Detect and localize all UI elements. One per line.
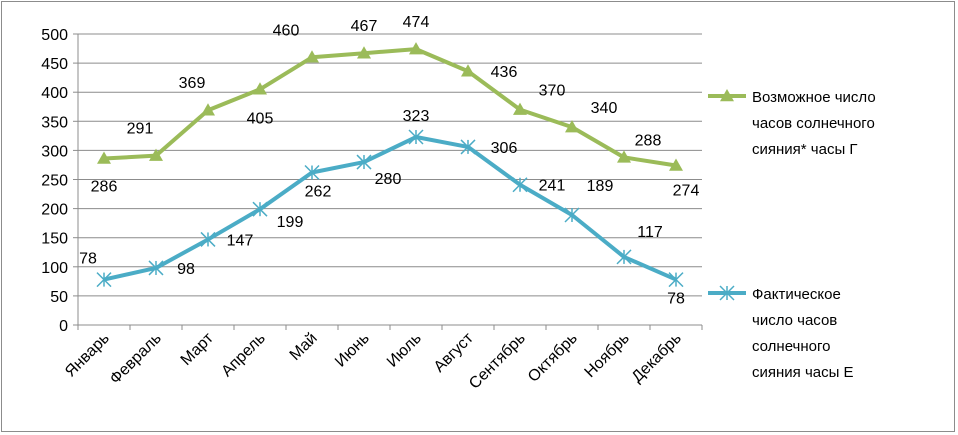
star-marker	[564, 207, 580, 223]
triangle-marker	[565, 120, 579, 133]
data-label: 291	[127, 121, 154, 138]
star-marker	[668, 272, 684, 288]
legend: Возможное число часов солнечного сияния* ч…	[708, 89, 876, 381]
data-label: 117	[637, 224, 663, 241]
data-label: 405	[247, 110, 274, 127]
y-tick-label: 400	[41, 85, 68, 102]
legend-label: число часов	[752, 312, 837, 329]
x-tick-label: Март	[178, 329, 218, 369]
series-group	[96, 42, 684, 288]
triangle-marker	[253, 82, 267, 95]
data-label: 467	[351, 18, 378, 35]
legend-label: сияния часы Е	[752, 364, 854, 381]
triangle-marker	[305, 50, 319, 63]
star-marker	[512, 177, 528, 193]
y-tick-label: 250	[41, 173, 68, 190]
triangle-marker	[461, 64, 475, 77]
star-marker	[96, 272, 112, 288]
x-tick-label: Февраль	[107, 330, 165, 388]
star-marker	[460, 139, 476, 155]
data-label: 78	[79, 251, 97, 268]
data-label: 288	[635, 132, 662, 149]
data-label: 280	[375, 171, 402, 188]
gridlines	[78, 33, 702, 297]
star-marker	[200, 231, 216, 247]
triangle-marker	[720, 89, 734, 102]
x-tick-label: Декабрь	[629, 330, 685, 386]
y-tick-label: 350	[41, 114, 68, 131]
star-marker	[252, 201, 268, 217]
data-label: 189	[587, 178, 614, 195]
data-labels: 286 291 369 405 460 467 474 436 370 340 288 274 78 98…	[79, 14, 699, 307]
legend-label: часов солнечного	[752, 115, 875, 132]
legend-label: сияния* часы Г	[752, 141, 858, 158]
triangle-marker	[149, 148, 163, 161]
y-tick-label: 150	[41, 231, 68, 248]
y-tick-label: 50	[50, 289, 68, 306]
y-tick-label: 0	[59, 318, 68, 335]
data-label: 370	[539, 83, 566, 100]
legend-label: солнечного	[752, 338, 831, 355]
y-tick-label: 100	[41, 260, 68, 277]
data-label: 340	[591, 100, 618, 117]
data-label: 262	[305, 184, 332, 201]
star-marker	[304, 164, 320, 181]
star-marker	[148, 260, 164, 276]
x-tick-label: Сентябрь	[466, 330, 529, 393]
data-label: 460	[273, 22, 300, 39]
data-label: 286	[91, 179, 118, 196]
y-tick-label: 450	[41, 56, 68, 73]
data-label: 241	[539, 178, 566, 195]
legend-label: Фактическое	[752, 286, 841, 303]
triangle-marker	[617, 150, 631, 163]
x-tick-label: Июнь	[332, 330, 373, 371]
x-tick-label: Май	[287, 330, 321, 364]
x-tick-label: Июль	[384, 330, 425, 371]
triangle-marker	[201, 103, 215, 116]
triangle-marker	[669, 158, 683, 171]
triangle-marker	[97, 151, 111, 164]
data-label: 199	[277, 214, 304, 231]
data-label: 474	[403, 14, 430, 31]
star-marker	[356, 154, 372, 170]
y-axis-ticks: 0 50 100 150 200 250 300 350 400 450 500	[41, 27, 68, 335]
data-label: 78	[667, 291, 685, 308]
series-line	[103, 47, 677, 168]
series-line	[103, 135, 677, 282]
data-label: 274	[673, 183, 700, 200]
data-label: 306	[491, 140, 518, 157]
star-marker	[616, 249, 632, 265]
x-tick-label: Август	[431, 329, 478, 376]
x-tick-label: Январь	[62, 330, 113, 381]
data-label: 323	[403, 108, 430, 125]
x-tick-label: Апрель	[218, 330, 268, 380]
y-tick-label: 200	[41, 202, 68, 219]
data-label: 436	[491, 64, 518, 81]
data-label: 369	[179, 75, 206, 92]
star-marker	[719, 285, 735, 301]
star-marker	[408, 129, 424, 145]
axes	[73, 33, 703, 330]
y-tick-label: 300	[41, 143, 68, 160]
triangle-marker	[357, 46, 371, 59]
x-tick-label: Ноябрь	[582, 330, 633, 381]
y-tick-label: 500	[41, 27, 68, 44]
triangle-marker	[409, 42, 423, 55]
legend-label: Возможное число	[752, 89, 876, 106]
data-label: 147	[227, 232, 254, 249]
data-label: 98	[177, 261, 195, 278]
triangle-marker	[513, 102, 527, 115]
x-tick-label: Октябрь	[525, 330, 581, 386]
